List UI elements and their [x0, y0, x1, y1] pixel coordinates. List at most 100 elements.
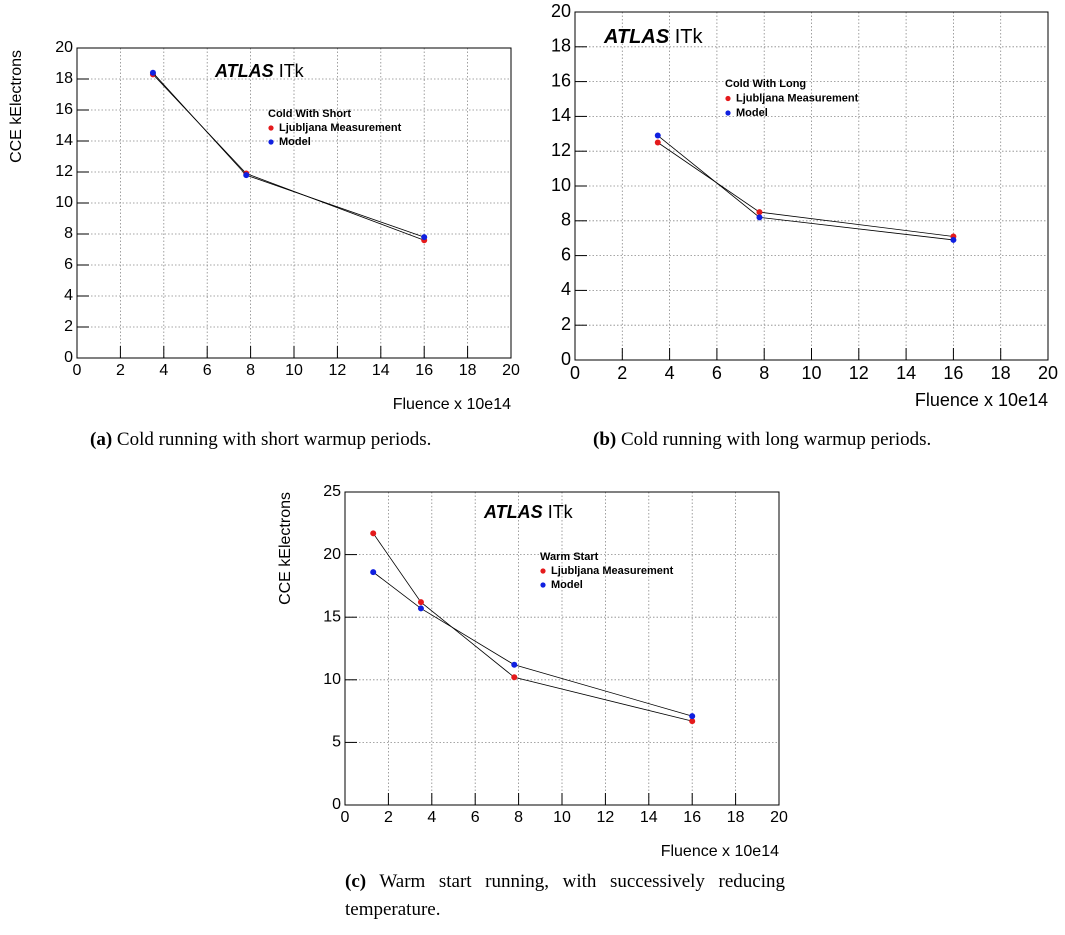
x-tick-label: 14	[372, 362, 390, 379]
caption-b: (b) Cold running with long warmup period…	[593, 426, 931, 454]
y-tick-label: 10	[551, 175, 571, 195]
legend-marker	[725, 95, 731, 102]
caption-label: (c)	[345, 871, 367, 892]
legend-label: Model	[279, 136, 311, 148]
legend-title: Cold With Short	[268, 108, 351, 120]
y-axis-label: CCE kElectrons	[8, 50, 25, 163]
x-tick-label: 10	[285, 362, 303, 379]
data-point	[654, 139, 661, 146]
data-point	[654, 132, 661, 139]
y-tick-label: 20	[551, 1, 571, 21]
y-tick-label: 16	[55, 101, 73, 118]
x-axis-label: Fluence x 10e14	[915, 390, 1048, 410]
x-tick-label: 18	[459, 362, 477, 379]
data-point	[511, 661, 518, 668]
legend-label: Model	[551, 579, 583, 591]
atlas-bold: ATLAS	[603, 26, 670, 48]
data-point	[417, 599, 424, 606]
caption-c: (c) Warm start running, with successivel…	[345, 868, 785, 924]
legend-label: Ljubljana Measurement	[279, 122, 402, 134]
y-tick-label: 5	[332, 734, 341, 751]
legend-marker	[268, 139, 274, 145]
data-point	[149, 69, 156, 76]
caption-text: Cold running with long warmup periods.	[620, 429, 932, 450]
plot-frame	[574, 11, 1049, 361]
data-point	[243, 172, 250, 179]
x-tick-label: 0	[341, 809, 350, 826]
series-line	[372, 571, 693, 717]
y-tick-label: 0	[64, 349, 73, 366]
x-tick-label: 20	[770, 809, 788, 826]
x-tick-label: 2	[384, 809, 393, 826]
x-tick-label: 0	[73, 362, 82, 379]
y-tick-label: 20	[55, 39, 73, 56]
data-point	[511, 674, 518, 681]
data-point	[421, 234, 428, 241]
y-tick-label: 6	[561, 244, 571, 264]
atlas-label: ATLAS ITk	[214, 61, 305, 81]
y-tick-label: 2	[561, 314, 571, 334]
x-tick-label: 20	[1038, 363, 1058, 383]
atlas-label: ATLAS ITk	[603, 26, 704, 48]
x-tick-label: 2	[116, 362, 125, 379]
x-tick-label: 0	[570, 363, 580, 383]
y-tick-label: 2	[64, 318, 73, 335]
x-tick-label: 16	[683, 809, 701, 826]
y-tick-label: 8	[561, 210, 571, 230]
x-tick-label: 8	[514, 809, 523, 826]
legend-marker	[268, 125, 274, 131]
x-tick-label: 18	[727, 809, 745, 826]
x-tick-label: 12	[597, 809, 615, 826]
series-line	[372, 533, 693, 722]
data-point	[370, 530, 377, 537]
plot-frame	[344, 491, 780, 806]
caption-text: Cold running with short warmup periods.	[116, 429, 432, 450]
legend-marker	[540, 582, 546, 588]
x-tick-label: 10	[553, 809, 571, 826]
x-tick-label: 4	[159, 362, 168, 379]
caption-label: (b)	[593, 429, 617, 450]
data-point	[417, 605, 424, 612]
atlas-itk: ITk	[279, 61, 305, 81]
data-point	[689, 713, 696, 720]
x-tick-label: 10	[801, 363, 821, 383]
x-tick-label: 8	[246, 362, 255, 379]
legend-title: Warm Start	[540, 551, 599, 563]
plot-frame	[76, 47, 512, 359]
y-tick-label: 12	[551, 140, 571, 160]
x-tick-label: 12	[849, 363, 869, 383]
x-tick-label: 14	[640, 809, 658, 826]
x-axis-label: Fluence x 10e14	[393, 396, 511, 413]
y-tick-label: 20	[323, 546, 341, 563]
y-tick-label: 15	[323, 608, 341, 625]
legend-label: Ljubljana Measurement	[551, 565, 674, 577]
y-tick-label: 25	[323, 483, 341, 500]
y-tick-label: 14	[551, 105, 571, 125]
x-tick-label: 6	[203, 362, 212, 379]
data-point	[756, 214, 763, 221]
caption-text: Warm start running, with successively re…	[345, 871, 785, 920]
legend-marker	[725, 110, 731, 116]
y-tick-label: 0	[561, 349, 571, 369]
data-point	[756, 209, 763, 216]
x-tick-label: 4	[427, 809, 436, 826]
data-point	[689, 718, 696, 725]
x-tick-label: 12	[329, 362, 347, 379]
y-tick-label: 8	[64, 225, 73, 242]
x-tick-label: 16	[943, 363, 963, 383]
x-tick-label: 6	[712, 363, 722, 383]
series-line	[152, 72, 425, 238]
legend-label: Ljubljana Measurement	[736, 92, 859, 104]
atlas-bold: ATLAS	[214, 61, 274, 81]
y-tick-label: 4	[64, 287, 73, 304]
atlas-itk: ITk	[548, 502, 574, 522]
caption-a: (a) Cold running with short warmup perio…	[90, 426, 431, 454]
x-tick-label: 2	[617, 363, 627, 383]
x-tick-label: 16	[415, 362, 433, 379]
x-tick-label: 8	[759, 363, 769, 383]
legend-label: Model	[736, 107, 768, 119]
y-tick-label: 16	[551, 70, 571, 90]
atlas-label: ATLAS ITk	[483, 502, 574, 522]
